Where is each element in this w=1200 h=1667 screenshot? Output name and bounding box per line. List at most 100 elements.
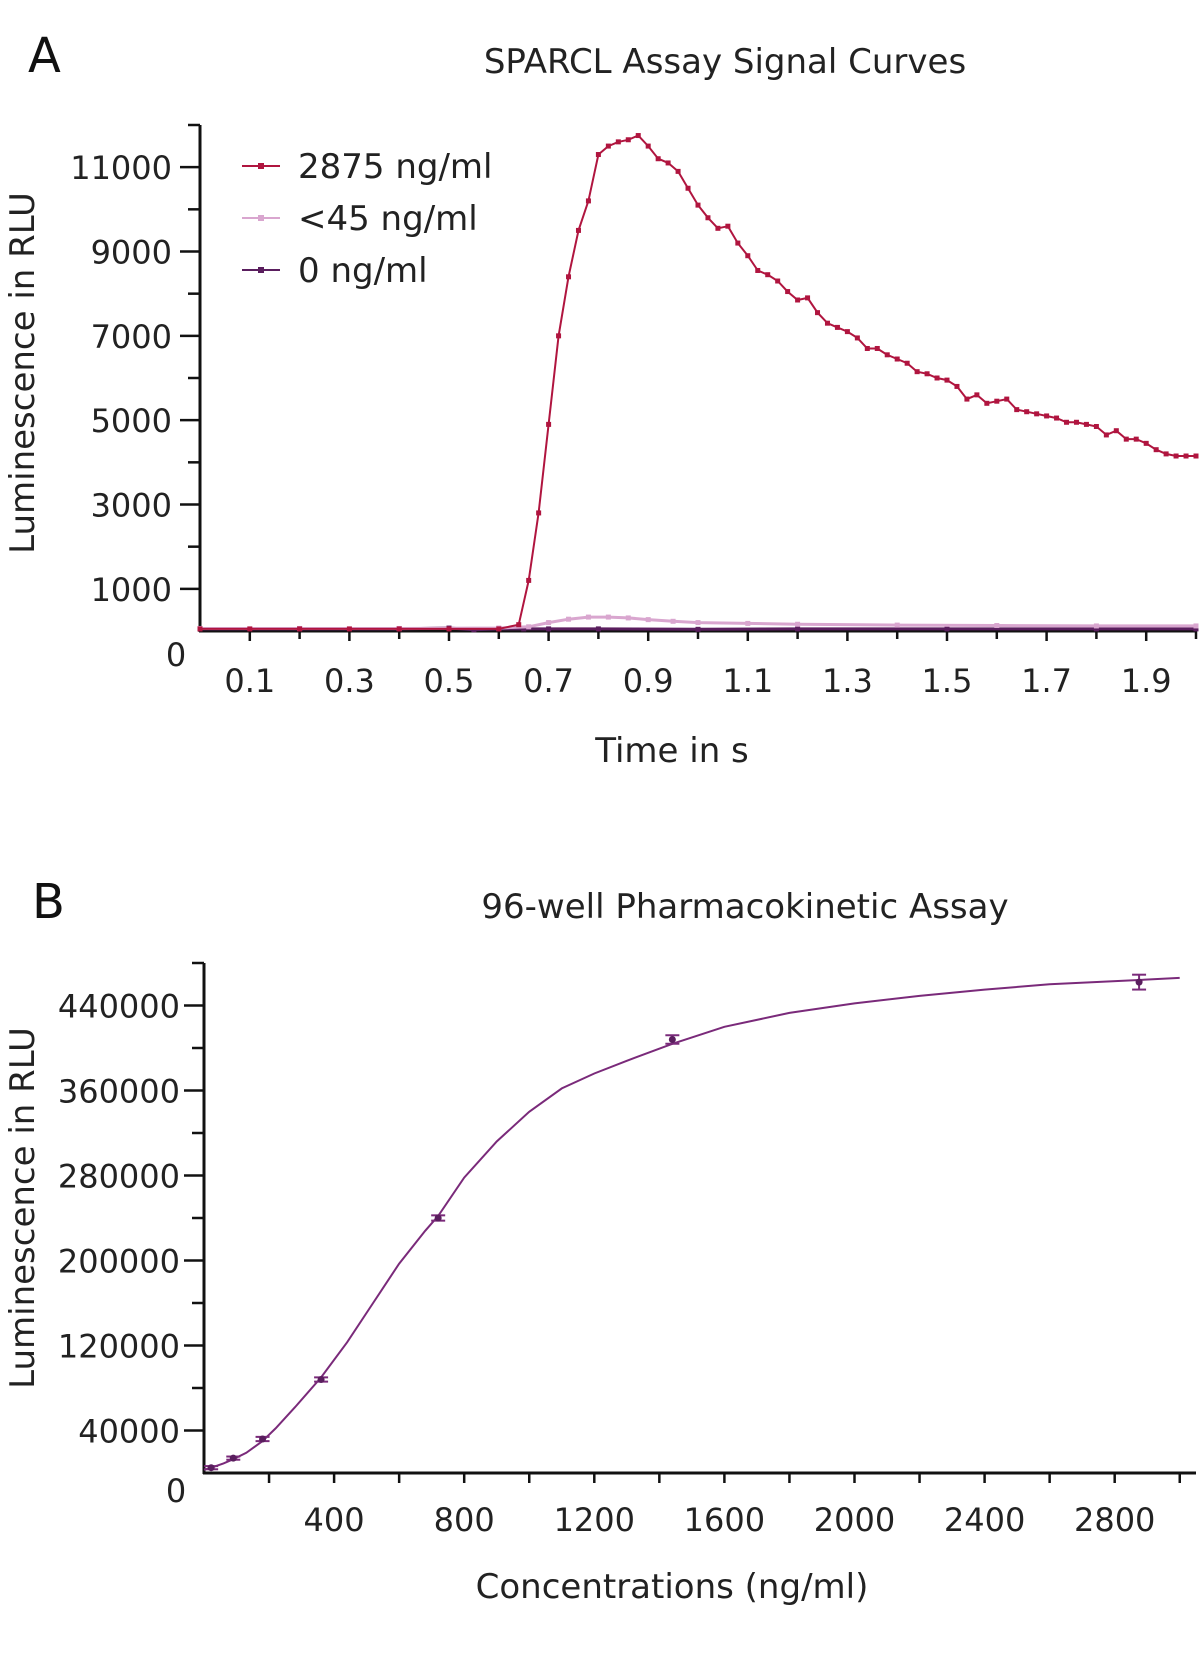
series-point-high [605,143,611,149]
series-point-high [1153,447,1159,453]
panel-a-letter: A [28,28,61,84]
series-point-zero [944,626,950,632]
panel-a-x-tick-label: 0.7 [523,662,574,700]
panel-b-x-tick-label: 2000 [814,1501,895,1539]
series-point-high [765,272,771,278]
series-point-high [396,626,402,632]
series-point-high [705,215,711,221]
series-point-high [695,202,701,208]
panel-a-x-tick-label: 0.9 [623,662,674,700]
panel-b-x-tick-label: 1200 [554,1501,635,1539]
series-point-high [1183,453,1189,459]
series-point-high [446,626,452,632]
series-point-high [1103,432,1109,438]
panel-b-xlabel: Concentrations (ng/ml) [476,1567,869,1607]
series-point-high [974,392,980,398]
series-point-high [615,139,621,145]
legend-label-low: <45 ng/ml [298,199,478,239]
series-point-high [516,622,522,628]
panel-b-y-tick-label: 40000 [78,1413,180,1451]
series-point-high [1163,451,1169,457]
panel-b-letter: B [32,874,65,930]
series-point-high [894,356,900,362]
panel-a-x-tick-label: 1.3 [822,662,873,700]
panel-b-y-tick-label: 280000 [58,1158,180,1196]
series-point-high [1083,421,1089,427]
series-point-zero [595,626,601,632]
data-point [229,1454,237,1462]
series-point-high [1064,419,1070,425]
series-point-zero [695,626,701,632]
legend-marker-low [258,215,264,221]
series-point-high [725,223,731,229]
panel-a-x-tick-label: 0.3 [324,662,375,700]
series-point-high [297,626,303,632]
legend-label-zero: 0 ng/ml [298,251,428,291]
series-point-high [745,253,751,259]
series-point-high [1093,423,1099,429]
panel-b-x-tick-label: 2800 [1074,1501,1155,1539]
panel-a-xlabel: Time in s [594,731,749,771]
series-point-high [526,577,532,583]
series-point-zero [546,626,552,632]
series-point-high [645,143,651,149]
series-point-high [954,383,960,389]
panel-a-signal-curves: A SPARCL Assay Signal Curves Time in s L… [3,28,1199,771]
series-point-high [924,371,930,377]
series-point-high [1014,407,1020,413]
series-point-high [854,335,860,341]
series-point-high [1123,436,1129,442]
series-point-high [1054,415,1060,421]
series-point-high [1024,409,1030,415]
panel-b-title: 96-well Pharmacokinetic Assay [481,887,1008,927]
series-point-high [1133,436,1139,442]
series-point-high [1004,396,1010,402]
series-point-high [824,320,830,326]
series-point-high [635,133,641,139]
series-point-low [695,620,701,626]
series-point-high [884,352,890,358]
series-point-high [346,626,352,632]
legend-label-high: 2875 ng/ml [298,147,493,187]
panel-a-x-tick-label: 1.5 [922,662,973,700]
series-point-low [670,618,676,624]
series-point-high [775,278,781,284]
series-point-low [526,624,532,630]
panel-b-points [204,973,1147,1472]
panel-a-ylabel: Luminescence in RLU [3,192,43,554]
series-point-high [834,324,840,330]
series-point-high [566,274,572,280]
series-line-high [200,134,1196,630]
data-point [259,1435,267,1443]
series-point-high [496,626,502,632]
panel-a-y-tick-label: 7000 [91,318,172,356]
panel-a-axes: 11000 9000 7000 5000 3000 1000 0.1 0.3 0.5 0.7 0.9… [70,123,1198,700]
panel-a-y-tick-label: 11000 [70,149,172,187]
data-point [317,1376,325,1383]
series-point-high [575,227,581,233]
panel-a-y-zero-label: 0 [166,636,186,674]
series-point-high [874,345,880,351]
series-point-high [1073,419,1079,425]
panel-b-y-tick-label: 200000 [58,1243,180,1281]
data-point [207,1464,215,1472]
panel-a-x-tick-label: 1.1 [722,662,773,700]
panel-b-y-tick-label: 440000 [58,988,180,1026]
legend-marker-zero [258,267,264,273]
series-point-high [1034,411,1040,417]
series-point-high [1113,428,1119,434]
series-point-low [894,622,900,628]
panel-b-y-tick-label: 360000 [58,1073,180,1111]
panel-b-x-tick-label: 2400 [944,1501,1025,1539]
series-point-high [536,510,542,516]
series-point-low [625,615,631,621]
series-point-low [1193,623,1199,629]
series-point-high [665,160,671,166]
panel-a-y-tick-label: 5000 [91,402,172,440]
series-point-high [1193,453,1199,459]
legend-marker-high [258,163,264,169]
series-point-high [655,156,661,162]
series-point-high [585,198,591,204]
panel-b-y-zero-label: 0 [166,1472,186,1510]
